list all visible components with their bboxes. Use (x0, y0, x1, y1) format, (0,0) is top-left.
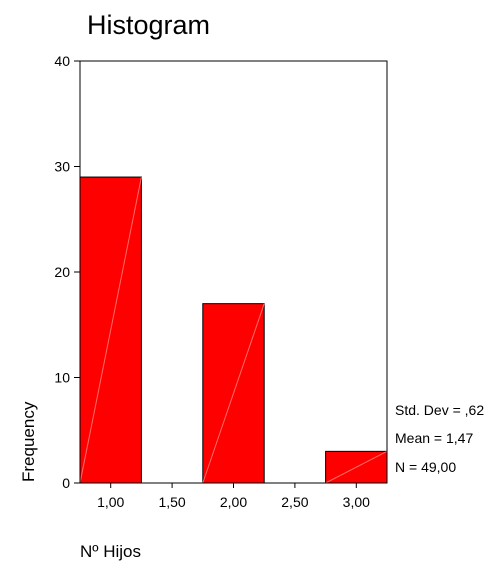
x-ticks-group: 1,00 1,50 2,00 2,50 3,00 (97, 483, 370, 510)
y-tick-label: 30 (54, 159, 70, 175)
y-tick-label: 0 (62, 475, 70, 491)
x-tick-label: 1,00 (97, 494, 124, 510)
y-axis-label: Frequency (19, 401, 38, 482)
stat-std-dev: Std. Dev = ,62 (395, 402, 484, 418)
histogram-bar-diagonal (202, 303, 265, 484)
x-axis-label: Nº Hijos (80, 542, 141, 561)
y-tick-label: 20 (54, 264, 70, 280)
stat-n: N = 49,00 (395, 459, 456, 475)
y-ticks-group: 0 10 20 30 40 (54, 53, 80, 491)
x-tick-label: 1,50 (158, 494, 185, 510)
chart-title: Histogram (87, 10, 210, 40)
stat-mean: Mean = 1,47 (395, 430, 473, 446)
x-tick-label: 3,00 (343, 494, 370, 510)
x-tick-label: 2,50 (281, 494, 308, 510)
histogram-bar-diagonal (325, 450, 388, 484)
y-tick-label: 10 (54, 370, 70, 386)
histogram-bar-diagonal (79, 176, 142, 484)
bars-group (79, 176, 388, 484)
x-tick-label: 2,00 (220, 494, 247, 510)
y-tick-label: 40 (54, 53, 70, 69)
plot-frame (79, 60, 388, 484)
